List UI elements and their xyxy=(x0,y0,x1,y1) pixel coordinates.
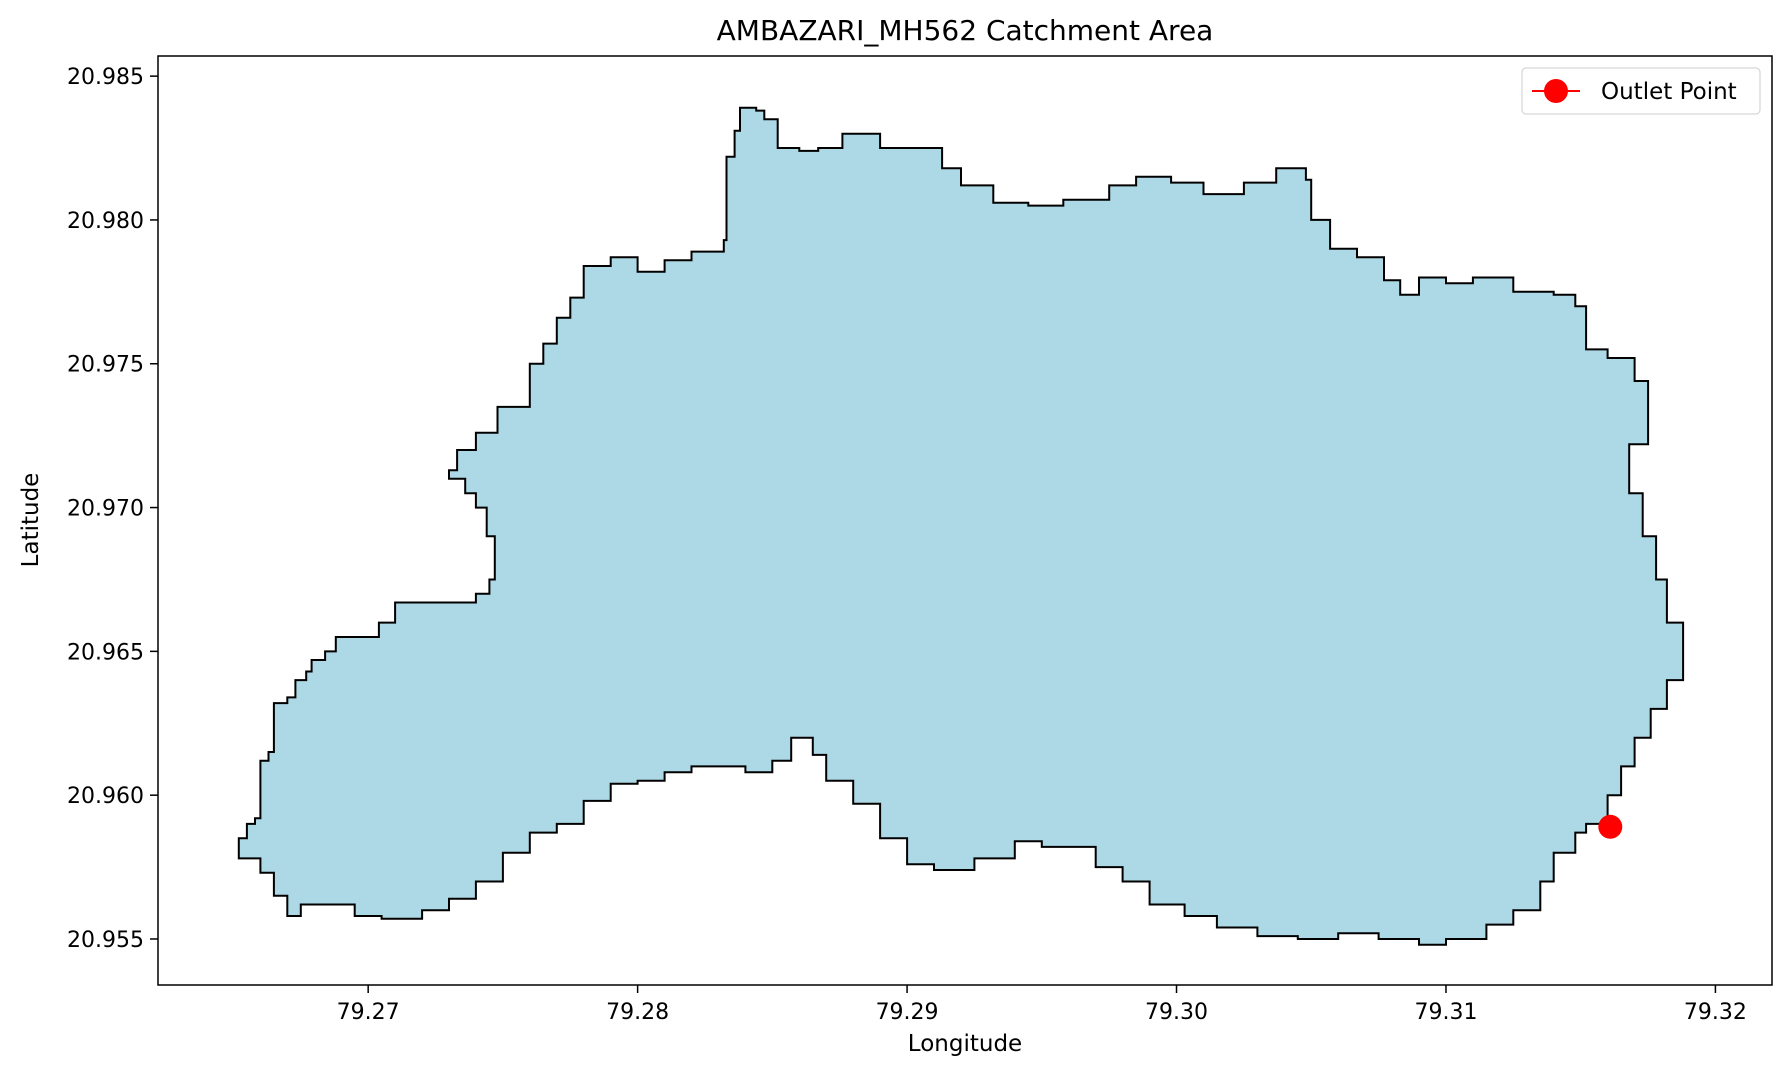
y-tick-label: 20.960 xyxy=(67,784,144,809)
y-tick-label: 20.985 xyxy=(67,65,144,90)
plot-frame xyxy=(157,55,1773,986)
x-tick-label: 79.31 xyxy=(1414,1000,1477,1025)
y-tick-label: 20.975 xyxy=(67,353,144,378)
legend-label-outlet-point: Outlet Point xyxy=(1601,79,1737,105)
legend-marker xyxy=(1544,79,1568,103)
outlet-point-marker xyxy=(1598,814,1623,839)
y-tick-label: 20.965 xyxy=(67,640,144,665)
x-axis-title: Longitude xyxy=(908,1031,1022,1057)
chart-title: AMBAZARI_MH562 Catchment Area xyxy=(717,14,1214,47)
y-axis-ticks: 20.955 20.960 20.965 20.970 20.975 20.980 20.9… xyxy=(67,65,158,953)
catchment-layer xyxy=(237,106,1685,946)
legend: Outlet Point xyxy=(1521,67,1761,115)
x-tick-label: 79.30 xyxy=(1145,1000,1208,1025)
x-tick-label: 79.28 xyxy=(606,1000,669,1025)
y-tick-label: 20.970 xyxy=(67,497,144,522)
x-tick-label: 79.32 xyxy=(1684,1000,1747,1025)
y-tick-label: 20.955 xyxy=(67,928,144,953)
legend-box xyxy=(1521,67,1761,115)
y-axis-title: Latitude xyxy=(18,473,44,568)
x-tick-label: 79.29 xyxy=(876,1000,939,1025)
x-tick-label: 79.27 xyxy=(337,1000,400,1025)
outlet-layer xyxy=(1598,814,1623,839)
y-tick-label: 20.980 xyxy=(67,209,144,234)
x-axis-ticks: 79.27 79.28 79.29 79.30 79.31 79.32 xyxy=(337,985,1747,1025)
catchment-polygon xyxy=(237,106,1685,946)
